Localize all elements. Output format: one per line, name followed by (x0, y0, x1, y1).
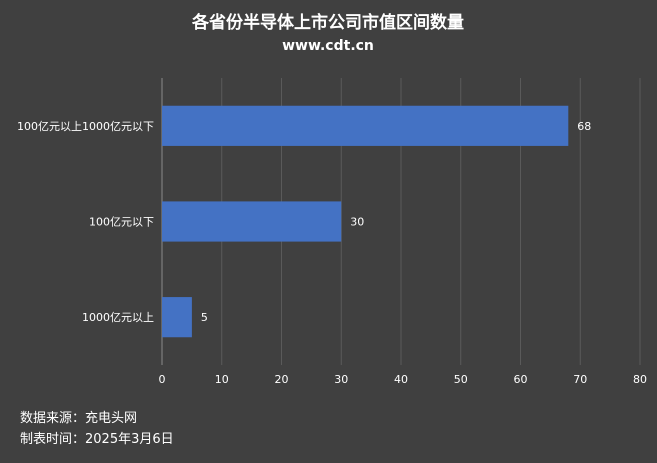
data-source-note: 数据来源：充电头网 (20, 411, 138, 426)
category-label: 1000亿元以上 (82, 311, 154, 324)
table-date-note: 制表时间：2025年3月6日 (20, 432, 174, 447)
x-tick-label: 70 (573, 373, 587, 386)
bar-value-label: 30 (350, 216, 364, 229)
bar-value-label: 5 (201, 311, 208, 324)
bar (162, 201, 342, 242)
x-tick-label: 30 (334, 373, 348, 386)
x-tick-label: 80 (633, 373, 647, 386)
chart-title: 各省份半导体上市公司市值区间数量 (191, 12, 464, 33)
chart-subtitle: www.cdt.cn (282, 38, 374, 54)
bar-value-label: 68 (577, 120, 591, 133)
bar (162, 297, 192, 338)
x-tick-label: 10 (215, 373, 229, 386)
x-tick-label: 20 (275, 373, 289, 386)
bar (162, 105, 569, 146)
x-tick-label: 60 (514, 373, 528, 386)
category-label: 100亿元以下 (89, 216, 154, 229)
category-label: 100亿元以上1000亿元以下 (17, 120, 154, 133)
x-tick-label: 0 (159, 373, 166, 386)
x-tick-label: 50 (454, 373, 468, 386)
x-tick-label: 40 (394, 373, 408, 386)
